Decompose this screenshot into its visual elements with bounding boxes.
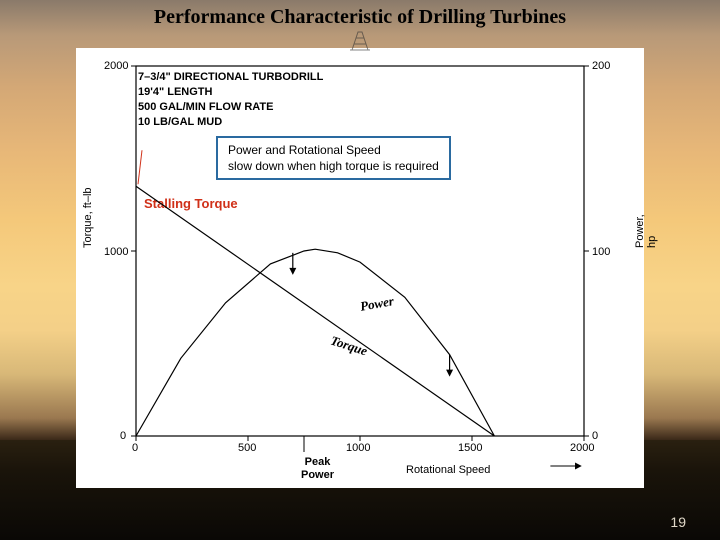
slide-title: Performance Characteristic of Drilling T…: [0, 6, 720, 29]
x-tick-1500: 1500: [458, 442, 482, 454]
peak-power-label: Peak Power: [301, 456, 334, 482]
x-tick-0: 0: [132, 442, 138, 454]
left-tick-2000: 2000: [104, 60, 128, 72]
left-tick-0: 0: [120, 430, 126, 442]
x-tick-500: 500: [238, 442, 256, 454]
chart-svg: [76, 48, 644, 488]
right-tick-200: 200: [592, 60, 610, 72]
derrick-icon: [348, 30, 372, 52]
right-tick-100: 100: [592, 246, 610, 258]
left-tick-1000: 1000: [104, 246, 128, 258]
x-tick-1000: 1000: [346, 442, 370, 454]
page-number: 19: [670, 514, 686, 530]
chart-panel: 7–3/4" DIRECTIONAL TURBODRILL 19'4" LENG…: [76, 48, 644, 488]
x-tick-2000: 2000: [570, 442, 594, 454]
left-axis-label: Torque, ft–lb: [82, 187, 94, 248]
rotational-speed-label: Rotational Speed: [406, 464, 490, 476]
right-tick-0: 0: [592, 430, 598, 442]
right-axis-label: Power, hp: [634, 214, 658, 248]
